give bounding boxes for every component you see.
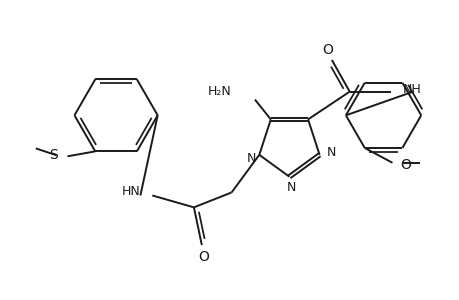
Text: N: N <box>246 152 256 165</box>
Text: HN: HN <box>121 185 140 198</box>
Text: O: O <box>198 250 209 264</box>
Text: N: N <box>326 146 336 159</box>
Text: NH: NH <box>403 83 421 96</box>
Text: O: O <box>399 158 410 172</box>
Text: S: S <box>49 148 57 162</box>
Text: H₂N: H₂N <box>207 85 231 98</box>
Text: O: O <box>322 43 333 57</box>
Text: N: N <box>286 181 296 194</box>
